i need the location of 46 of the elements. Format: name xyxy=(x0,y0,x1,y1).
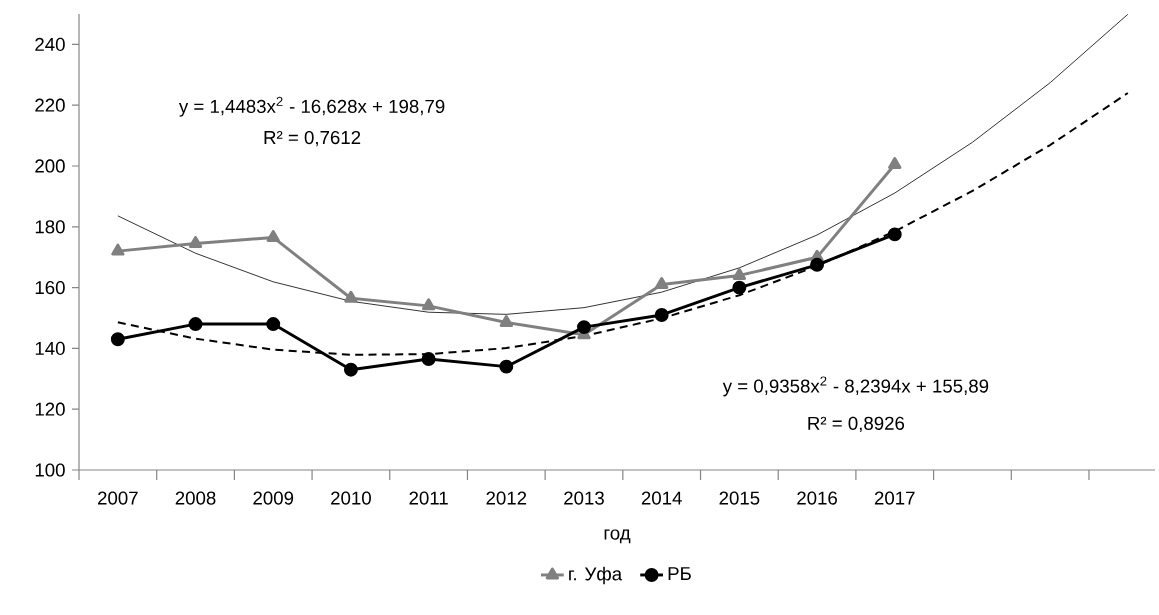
x-tick-label: 2008 xyxy=(175,491,216,505)
point xyxy=(887,227,902,242)
x-tick-label: 2007 xyxy=(98,491,138,505)
point xyxy=(655,277,669,290)
y-tick-label: 240 xyxy=(35,37,65,52)
point xyxy=(188,317,203,332)
point xyxy=(110,332,125,347)
point xyxy=(188,236,203,248)
annotation: R² = 0,8926 xyxy=(808,416,905,433)
y-tick-label: 140 xyxy=(35,341,65,356)
y-tick-label: 220 xyxy=(35,98,65,112)
x-tick-label: 2011 xyxy=(409,491,448,505)
annotation: y = 1,4483x$^{2}$ - 16,628x + 198,79 xyxy=(178,96,445,117)
x-tick-label: 2009 xyxy=(253,491,294,505)
y-tick-label: 100 xyxy=(35,463,65,477)
point xyxy=(654,308,669,322)
point xyxy=(732,280,747,295)
x-tick-label: 2014 xyxy=(641,491,682,505)
point xyxy=(499,315,513,328)
x-tick-label: 2017 xyxy=(874,491,915,505)
y-tick-label: 200 xyxy=(35,159,65,173)
y-tick-label: 120 xyxy=(35,402,65,416)
point xyxy=(421,298,436,311)
y-tick-label: 180 xyxy=(35,220,65,234)
point xyxy=(732,267,747,280)
x-tick-label: 2016 xyxy=(797,491,837,505)
point xyxy=(344,290,358,303)
point xyxy=(888,157,902,169)
annotation: R² = 0,7612 xyxy=(264,130,361,147)
annotation: y = 0,9358x$^{2}$ - 8,2394x + 155,89 xyxy=(722,376,989,397)
point xyxy=(810,257,825,272)
x-tick-label: 2012 xyxy=(486,491,527,505)
x-tick-label: 2015 xyxy=(719,491,760,505)
x-tick-label: 2013 xyxy=(564,491,604,505)
point xyxy=(266,317,281,332)
x-axis-title: год xyxy=(604,529,631,544)
point xyxy=(577,320,591,335)
y-tick-label: 160 xyxy=(35,280,65,295)
point xyxy=(111,243,125,256)
legend-label: РБ xyxy=(668,567,691,580)
x-tick-label: 2010 xyxy=(331,491,371,505)
point xyxy=(343,362,358,377)
point xyxy=(499,359,514,374)
point xyxy=(421,352,436,366)
legend-label: г. Уфа xyxy=(569,566,623,585)
point xyxy=(266,229,280,242)
